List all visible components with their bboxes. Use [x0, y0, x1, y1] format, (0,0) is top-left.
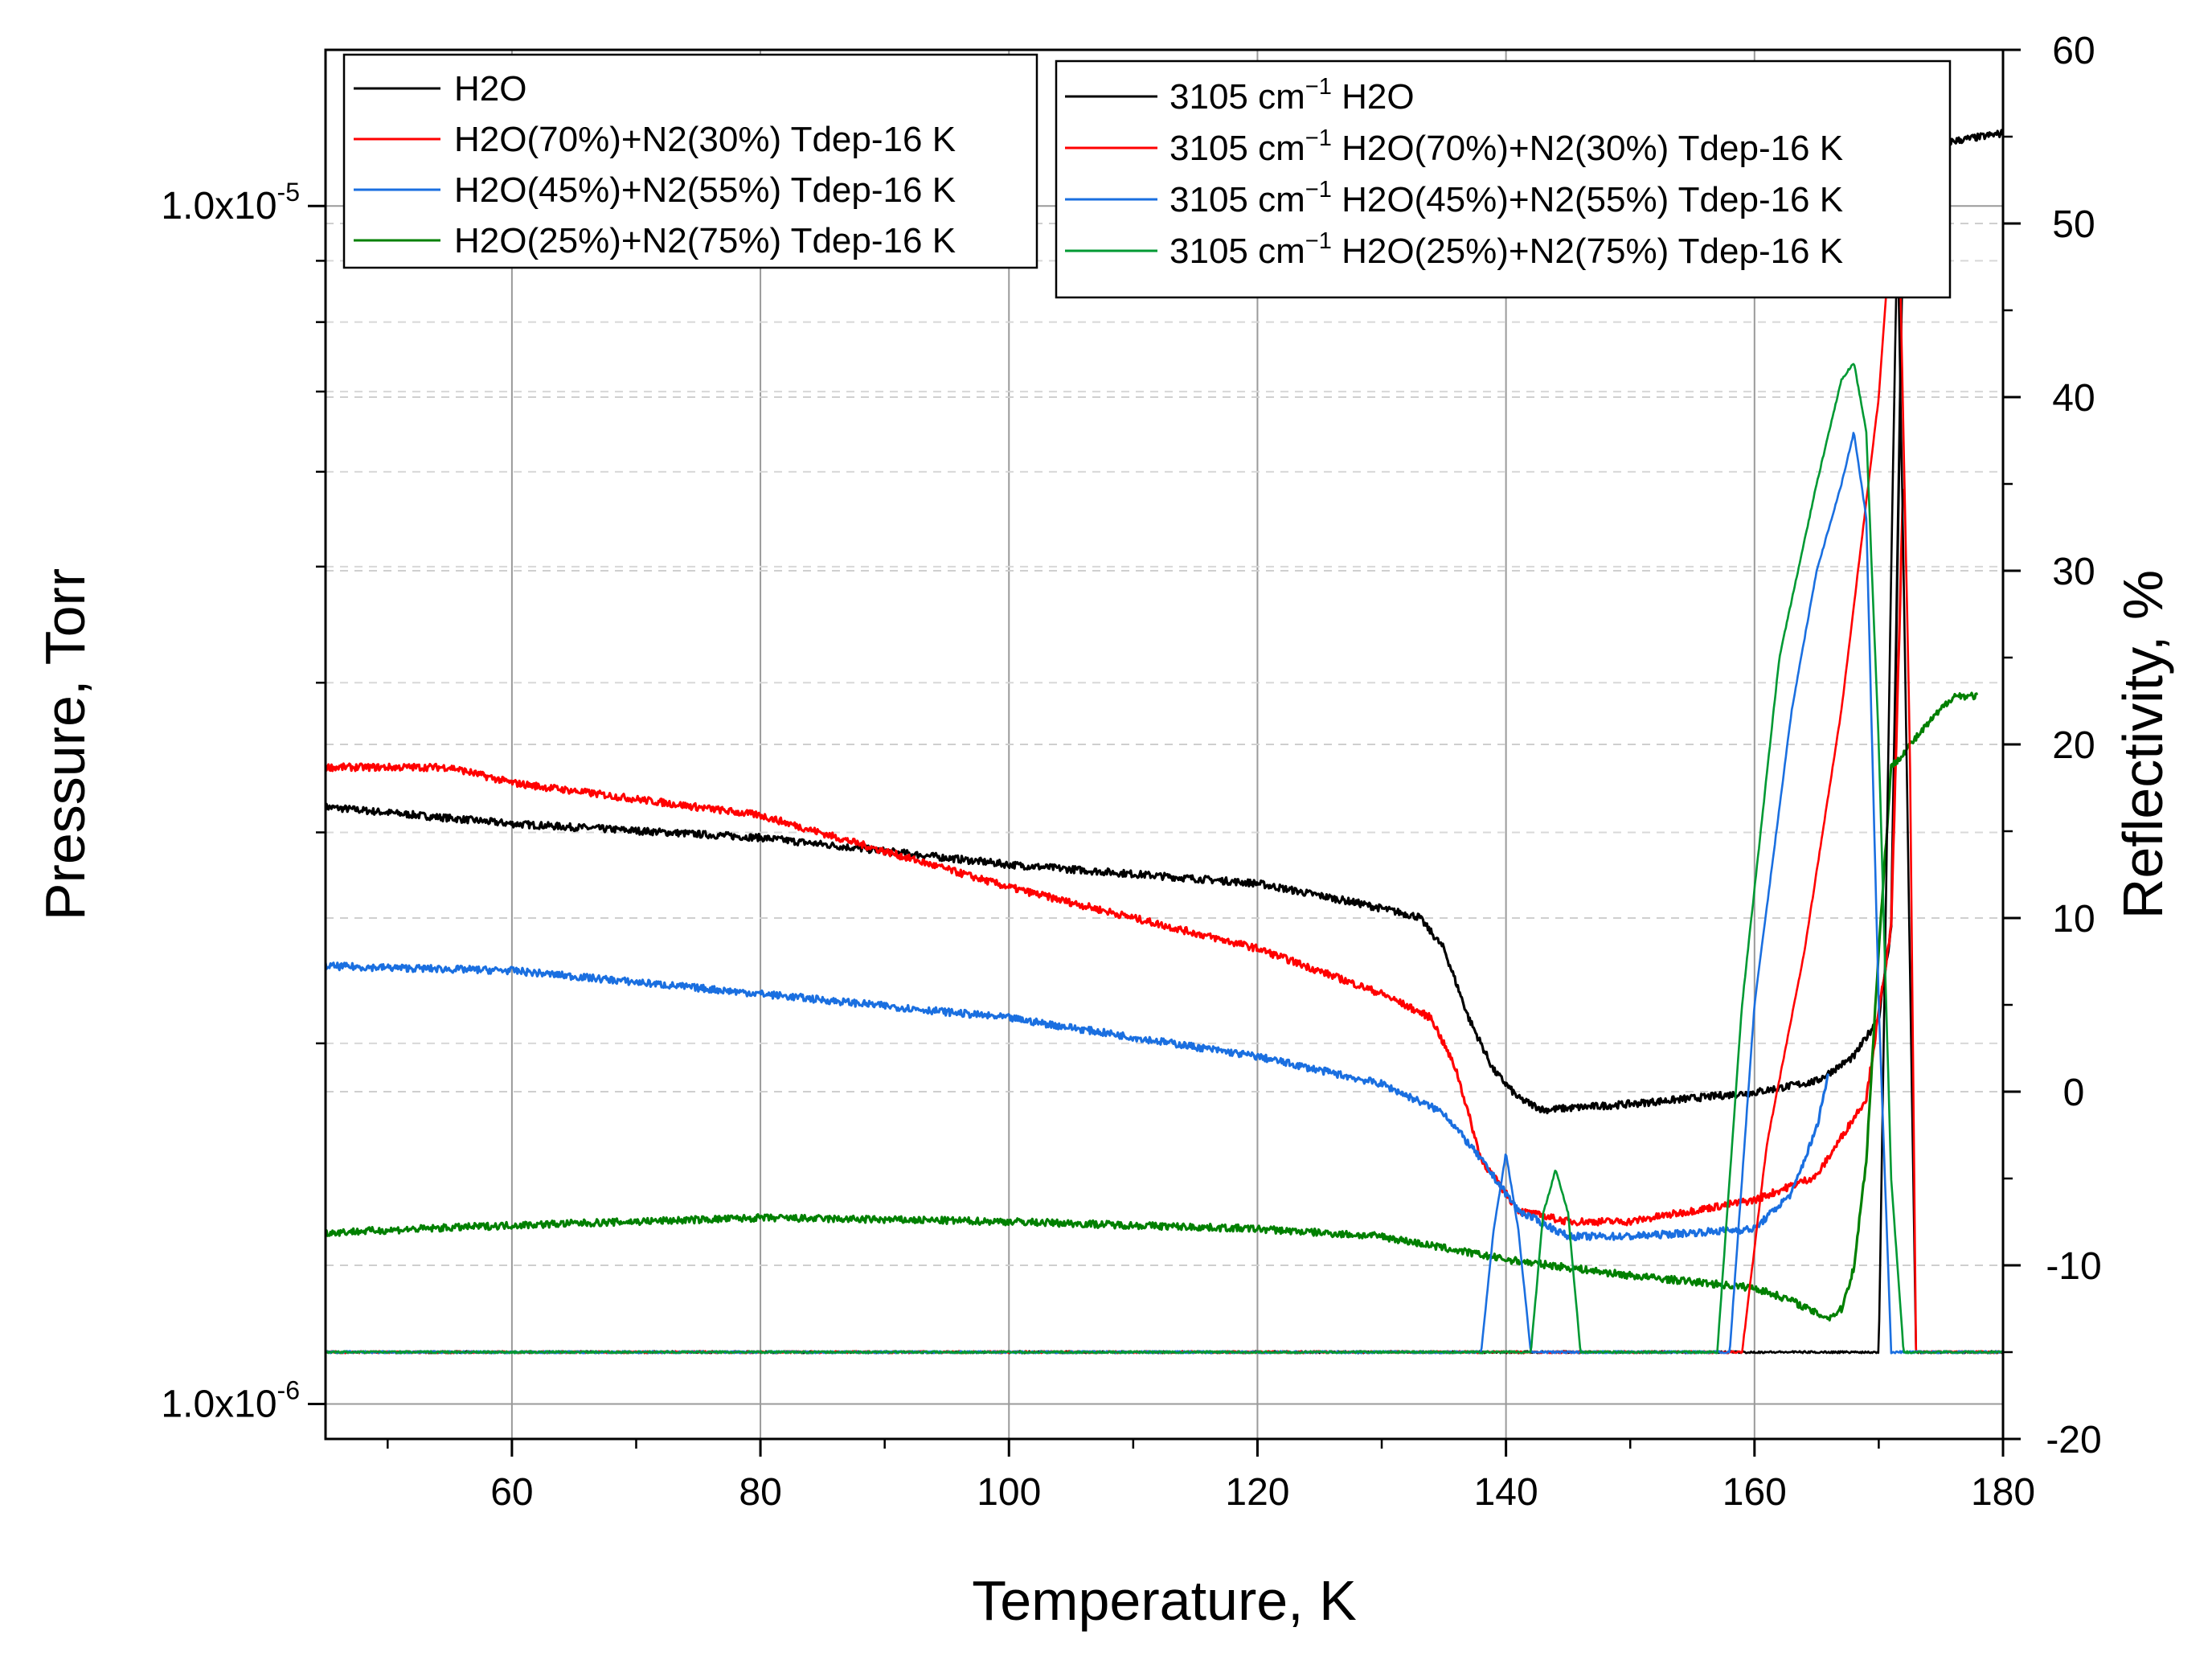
axes: 60 80 100 120 140 160 1801.0x10-51.0x10-660504… [34, 30, 2174, 1632]
legend-right-label-text: H2O [1332, 77, 1415, 117]
legend-right-label-sup: −1 [1305, 125, 1332, 151]
y-left-tick-label: 1.0x10-5 [161, 178, 300, 227]
series-line-0 [326, 129, 2003, 1115]
series-line-1 [326, 489, 1905, 1227]
legends: H2O H2O(70%)+N2(30%) Tdep-16 K H2O(45%)+N2… [342, 53, 1952, 299]
y-right-tick-label: 10 [2052, 898, 2095, 941]
x-tick-label: 160 [1722, 1471, 1787, 1514]
y-left-tick-label: 1.0x10-6 [161, 1376, 300, 1426]
y-right-tick-label: -20 [2046, 1419, 2101, 1461]
legend-right-label-sup: −1 [1305, 74, 1332, 100]
x-tick-label: 100 [977, 1471, 1041, 1514]
y-right-tick-label: 50 [2052, 203, 2095, 246]
legend-right-label-sup: −1 [1305, 177, 1332, 203]
x-tick-label: 80 [739, 1471, 781, 1514]
legend-right-label-text: H2O(25%)+N2(75%) Tdep-16 K [1332, 232, 1843, 271]
series-clip-group [326, 129, 2003, 1355]
legend-right-box [1055, 59, 1952, 299]
y-right-tick-label: 40 [2052, 377, 2095, 420]
x-tick-label: 60 [490, 1471, 533, 1514]
series-line-2 [326, 961, 1830, 1242]
series-line-3 [326, 691, 1979, 1322]
y-right-tick-label: 30 [2052, 551, 2095, 593]
y-right-tick-label: 0 [2063, 1072, 2085, 1114]
x-tick-label: 140 [1474, 1471, 1538, 1514]
legend-right-label-prefix: 3105 cm [1169, 77, 1305, 117]
y-left-tick-mantissa: 1.0x10 [161, 185, 276, 227]
legend-right-label-prefix: 3105 cm [1169, 232, 1305, 271]
legend-left-box [342, 53, 1038, 269]
y-right-tick-label: -10 [2046, 1245, 2101, 1288]
legend-left-label: H2O(45%)+N2(55%) Tdep-16 K [454, 170, 956, 210]
y-right-tick-label: 60 [2052, 30, 2095, 72]
y-right-tick-label: 20 [2052, 724, 2095, 767]
legend-right-label: 3105 cm−1 H2O(45%)+N2(55%) Tdep-16 K [1169, 177, 1843, 219]
legend-right-label-prefix: 3105 cm [1169, 129, 1305, 168]
legend-right-label: 3105 cm−1 H2O(70%)+N2(30%) Tdep-16 K [1169, 125, 1843, 168]
y-left-tick-mantissa: 1.0x10 [161, 1383, 276, 1426]
legend-left: H2O H2O(70%)+N2(30%) Tdep-16 K H2O(45%)+N2… [342, 53, 1038, 269]
x-axis-title: Temperature, K [972, 1569, 1357, 1632]
legend-left-label: H2O [454, 69, 526, 109]
legend-right-label-text: H2O(70%)+N2(30%) Tdep-16 K [1332, 129, 1843, 168]
y-right-axis-title: Reflectivity, % [2112, 570, 2174, 919]
y-left-tick-exponent: -6 [277, 1376, 300, 1405]
series-layer [326, 129, 2003, 1355]
legend-right-label-text: H2O(45%)+N2(55%) Tdep-16 K [1332, 180, 1843, 219]
legend-right-label: 3105 cm−1 H2O(25%)+N2(75%) Tdep-16 K [1169, 228, 1843, 271]
legend-left-label: H2O(70%)+N2(30%) Tdep-16 K [454, 120, 956, 159]
x-tick-label: 180 [1971, 1471, 2035, 1514]
series-line-7 [326, 363, 2003, 1355]
x-tick-label: 120 [1225, 1471, 1289, 1514]
legend-right-label: 3105 cm−1 H2O [1169, 74, 1415, 117]
y-left-tick-exponent: -5 [277, 178, 300, 207]
legend-left-label: H2O(25%)+N2(75%) Tdep-16 K [454, 221, 956, 260]
legend-right-label-sup: −1 [1305, 228, 1332, 254]
y-left-axis-title: Pressure, Torr [34, 568, 96, 920]
legend-right-label-prefix: 3105 cm [1169, 180, 1305, 219]
